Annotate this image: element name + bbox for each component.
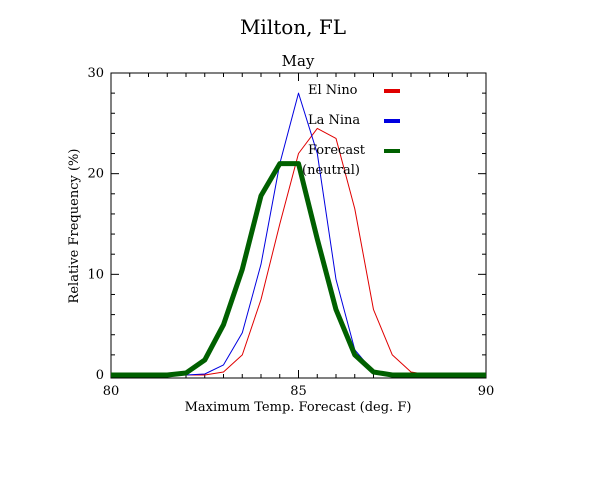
x-tick-label: 90 [478, 384, 495, 399]
x-tick-label: 80 [103, 384, 120, 399]
series-line-la-nina [111, 92, 486, 376]
legend-label-el-nino: El Nino [308, 83, 358, 98]
chart-subtitle: May [282, 52, 315, 70]
tick-labels: 80 85 90 0 10 20 30 [87, 66, 494, 399]
y-tick-label: 20 [87, 167, 104, 182]
legend: El Nino La Nina Forecast (neutral) [302, 83, 400, 178]
legend-label-la-nina: La Nina [308, 113, 360, 128]
plot-frame [110, 72, 487, 379]
x-axis-label: Maximum Temp. Forecast (deg. F) [185, 400, 412, 415]
y-tick-label: 10 [87, 267, 104, 282]
y-tick-label: 30 [87, 66, 104, 81]
series-lines [111, 92, 486, 378]
legend-label-forecast-line2: (neutral) [302, 163, 360, 178]
y-tick-label: 0 [96, 368, 104, 383]
axis-ticks [110, 72, 487, 378]
legend-label-forecast: Forecast [308, 143, 366, 158]
y-axis-label: Relative Frequency (%) [67, 149, 82, 304]
series-line-forecast [111, 161, 486, 378]
x-tick-label: 85 [290, 384, 307, 399]
chart-title: Milton, FL [240, 15, 346, 39]
